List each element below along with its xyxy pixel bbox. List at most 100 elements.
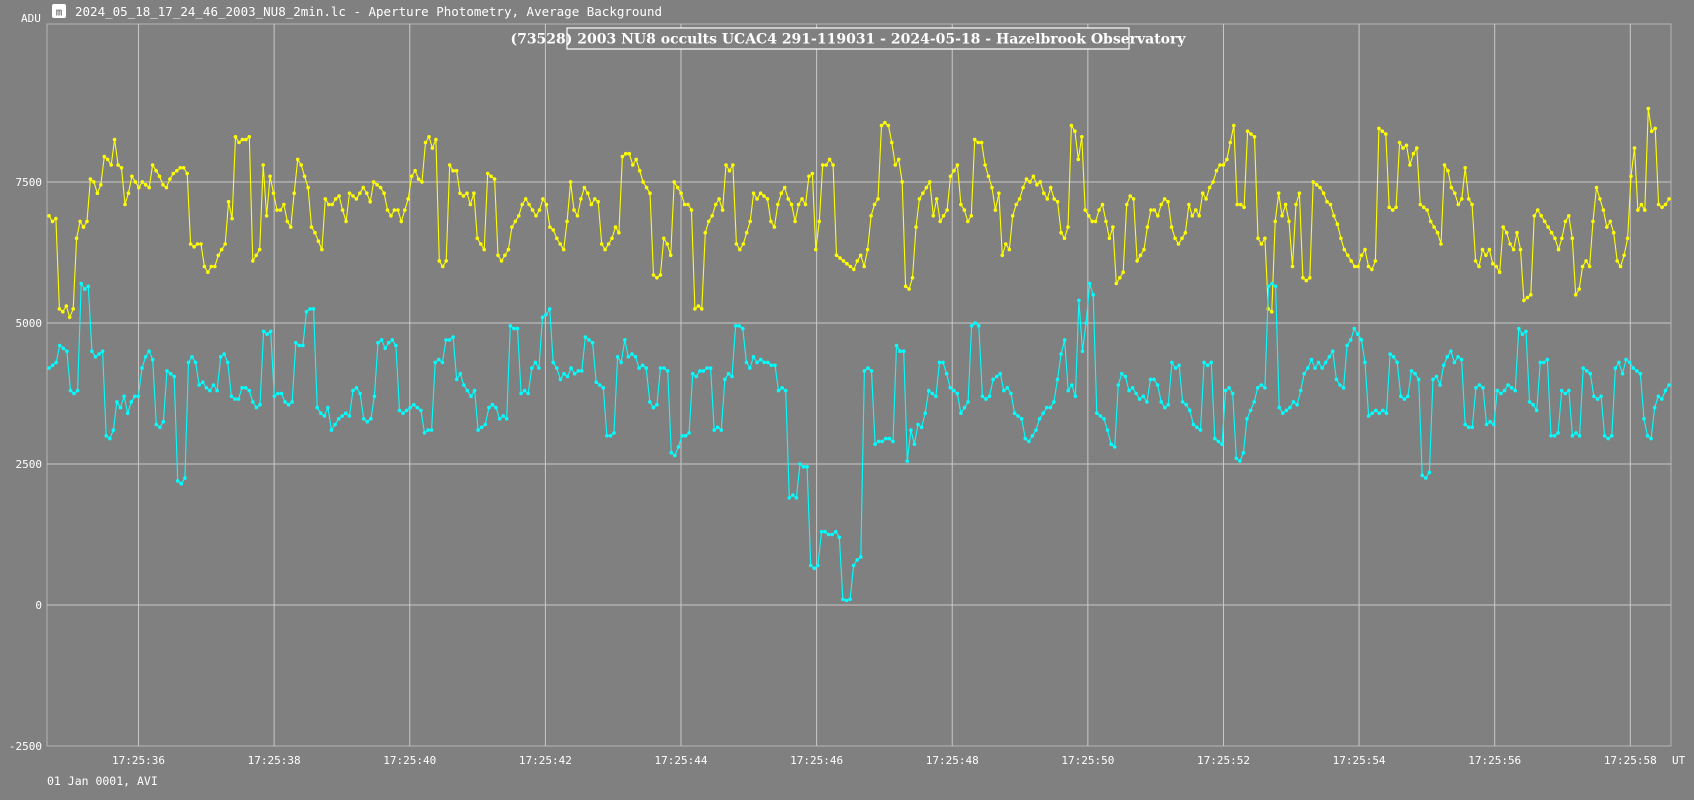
data-point <box>67 315 72 320</box>
data-point <box>617 230 621 235</box>
data-point <box>1391 355 1396 359</box>
data-point <box>122 394 126 399</box>
data-point <box>1377 126 1381 131</box>
y-tick-label: 0 <box>35 599 42 612</box>
data-point <box>429 428 434 432</box>
data-point <box>859 555 863 559</box>
data-point <box>268 329 273 334</box>
data-point <box>544 312 548 317</box>
data-point <box>1618 264 1623 269</box>
data-point <box>633 355 638 359</box>
data-point <box>233 397 237 401</box>
lightcurve-app-icon[interactable] <box>52 4 66 18</box>
data-point <box>827 157 832 162</box>
data-point <box>302 174 307 179</box>
data-point <box>327 202 331 207</box>
chart-title-box: (73528) 2003 NU8 occults UCAC4 291-11903… <box>510 27 1186 50</box>
data-point <box>195 242 200 246</box>
x-tick-label: 17:25:40 <box>383 754 436 767</box>
series-points-2 <box>47 281 1671 603</box>
data-point <box>1598 197 1602 201</box>
data-point <box>292 191 297 195</box>
data-point <box>383 346 388 351</box>
data-point <box>1308 276 1312 280</box>
data-point <box>487 405 491 410</box>
data-point <box>1066 388 1070 393</box>
data-point <box>673 453 677 458</box>
data-point <box>1374 408 1378 413</box>
data-point <box>105 157 110 162</box>
data-point <box>919 425 924 430</box>
data-point <box>619 360 623 365</box>
data-point <box>244 137 248 142</box>
data-point <box>1332 214 1336 218</box>
data-point <box>534 214 538 218</box>
x-tick-label: 17:25:58 <box>1604 754 1657 767</box>
data-point <box>977 324 981 328</box>
data-point <box>1606 436 1610 441</box>
y-axis-label: ADU <box>21 12 41 25</box>
data-point <box>399 219 404 224</box>
data-point <box>226 199 231 204</box>
data-point <box>230 216 234 221</box>
data-point <box>161 419 166 424</box>
data-point <box>47 214 51 218</box>
data-point <box>594 380 598 385</box>
data-point <box>1409 369 1414 373</box>
data-point <box>1560 236 1564 241</box>
data-point <box>1010 214 1015 218</box>
data-point <box>1517 326 1521 331</box>
data-point <box>1373 259 1378 263</box>
data-point <box>447 163 452 167</box>
data-point <box>1617 360 1621 365</box>
data-point <box>1615 259 1619 263</box>
data-point <box>1399 394 1403 399</box>
data-point <box>125 411 130 416</box>
data-point <box>1449 349 1453 354</box>
x-tick-label: 17:25:36 <box>112 754 165 767</box>
data-point <box>1069 123 1074 128</box>
data-point <box>1313 366 1317 370</box>
data-point <box>624 151 628 156</box>
data-point <box>530 366 534 370</box>
data-point <box>278 208 283 212</box>
data-point <box>1366 264 1371 269</box>
data-point <box>1411 151 1416 156</box>
data-point <box>1228 140 1233 145</box>
data-point <box>883 120 887 125</box>
data-point <box>1249 132 1253 136</box>
data-point <box>959 202 963 207</box>
data-point <box>1024 177 1029 181</box>
data-point <box>1508 242 1512 246</box>
data-point <box>65 349 69 354</box>
data-point <box>494 405 498 410</box>
data-point <box>1148 377 1153 382</box>
data-point <box>1097 208 1101 212</box>
data-point <box>1432 225 1436 229</box>
data-point <box>126 191 131 195</box>
data-point <box>717 197 721 201</box>
data-point <box>1435 230 1440 235</box>
data-point <box>437 357 441 362</box>
data-point <box>1270 309 1274 314</box>
data-point <box>1416 377 1421 382</box>
data-point <box>188 242 193 246</box>
data-point <box>100 349 105 354</box>
data-point <box>917 197 922 201</box>
data-point <box>483 422 488 427</box>
data-point <box>1418 202 1423 207</box>
data-point <box>1052 197 1056 201</box>
data-point <box>1297 191 1302 195</box>
data-point <box>631 163 635 167</box>
data-point <box>986 174 991 179</box>
data-point <box>599 242 604 246</box>
data-point <box>1524 329 1528 334</box>
data-point <box>1277 405 1281 410</box>
data-point <box>579 197 583 201</box>
data-point <box>365 191 369 195</box>
data-point <box>340 208 345 212</box>
data-point <box>1259 383 1264 387</box>
data-point <box>1639 202 1644 207</box>
data-point <box>510 225 514 229</box>
data-point <box>705 366 709 370</box>
